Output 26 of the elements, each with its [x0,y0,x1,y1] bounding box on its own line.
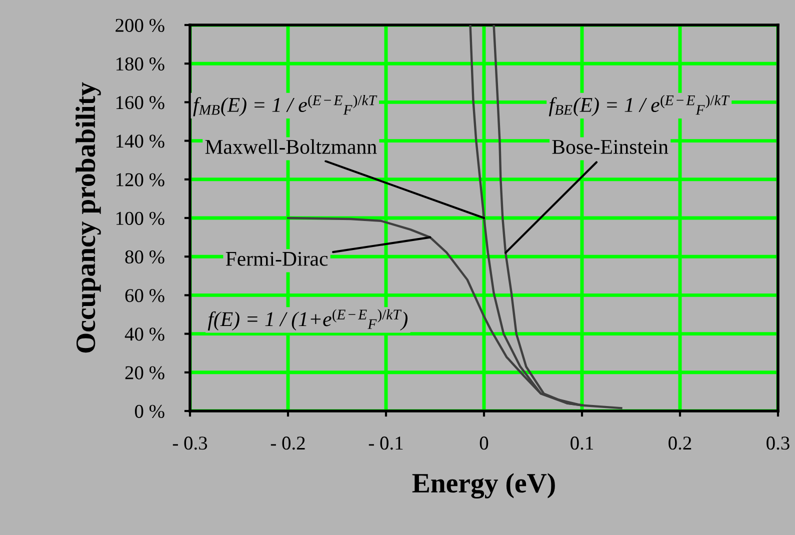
y-tick-label: 100 % [116,212,164,225]
y-tick-label: 120 % [116,173,164,186]
x-tick-label: 0.1 [570,436,593,450]
x-tick-label: - 0.3 [172,436,208,450]
y-axis-title: Occupancy probability [76,82,101,353]
y-tick-label: 60 % [125,289,164,302]
annotation: f(E) = 1 / (1+e$^{(E−E}$$_{F}$$^{)/kT}$) [208,309,408,330]
y-tick-label: 200 % [116,18,164,32]
y-tick-label: 160 % [116,96,164,110]
y-tick-label: 180 % [116,57,164,71]
x-tick-label: 0 [480,436,488,450]
annotation: Bose-Einstein [552,140,668,154]
x-axis-title: Energy (eV) [412,473,555,498]
y-tick-label: 40 % [124,328,164,341]
y-tick-label: 140 % [116,134,164,148]
x-tick-label: - 0.1 [368,436,403,450]
y-tick-label: 80 % [125,250,164,264]
annotation: Maxwell-Boltzmann [205,139,377,154]
y-tick-label: 20 % [125,366,164,380]
x-tick-label: - 0.2 [270,436,305,450]
annotation: f$_{MB}$(E) = 1 / e$^{(E−E}$$_{F}$$^{)/kT}$ [193,94,378,116]
x-tick-label: 0.3 [766,436,790,450]
annotation: Fermi-Dirac [226,252,328,266]
y-tick-label: 0 % [134,404,164,418]
annotation: f$_{BE}$(E) = 1 / e$^{(E−E}$$_{F}$$^{)/kT}$ [548,94,730,116]
x-tick-label: 0.2 [668,436,692,450]
